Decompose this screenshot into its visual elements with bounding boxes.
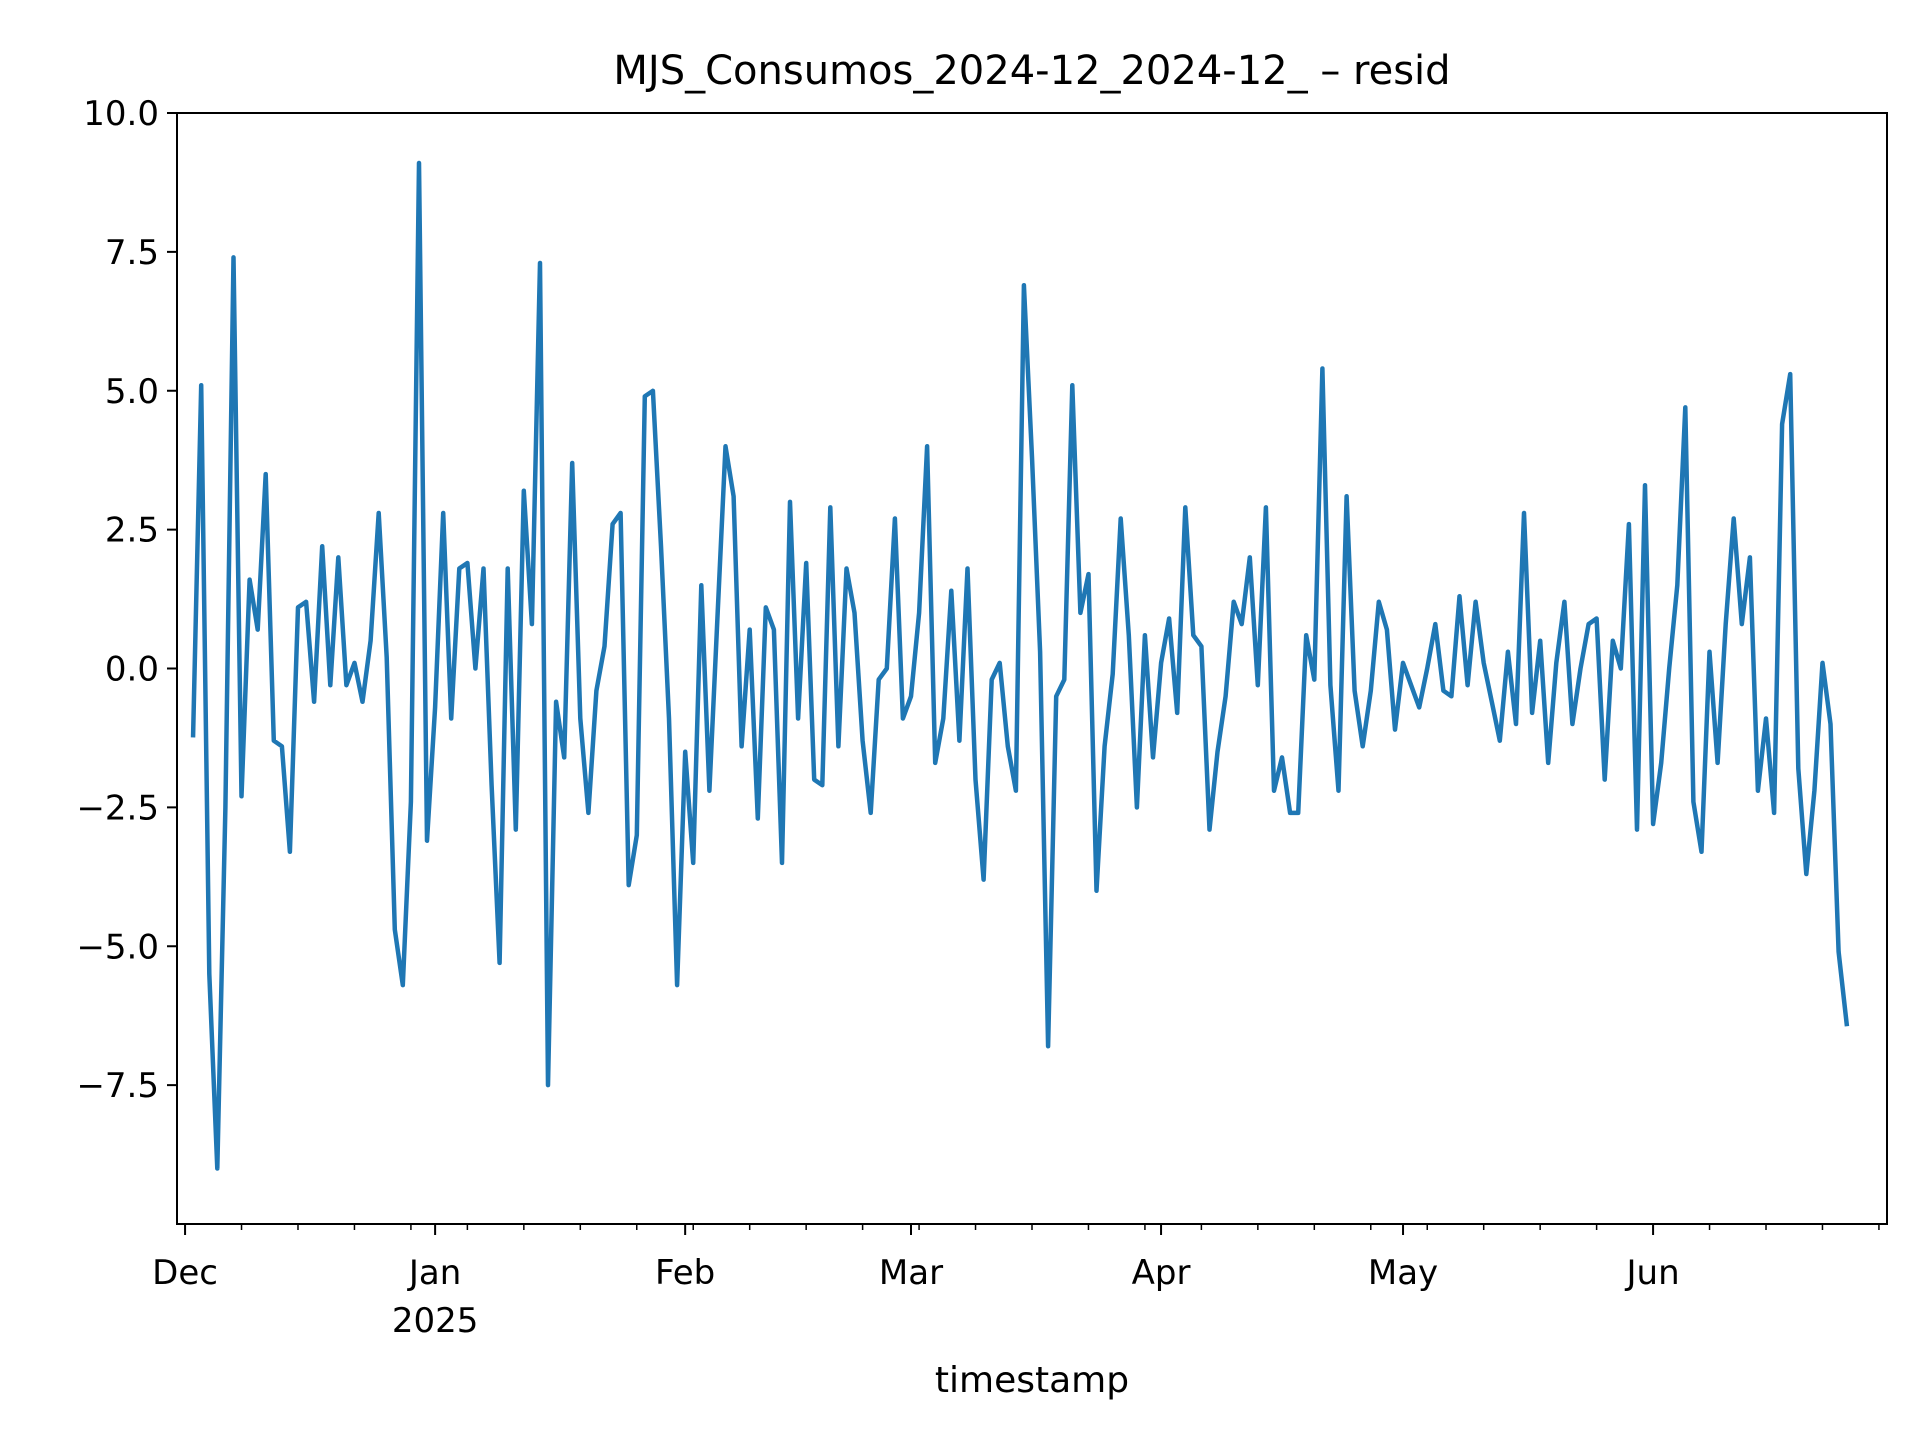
x-tick-label: Jun [1625, 1253, 1680, 1293]
x-tick-label: Mar [879, 1253, 943, 1293]
x-axis: Dec Jan 2025 Feb Mar Apr May Jun [152, 1224, 1880, 1341]
y-tick-label: 10.0 [83, 94, 159, 134]
y-tick-label: −5.0 [76, 927, 159, 967]
y-tick-label: 7.5 [105, 233, 159, 273]
y-tick-label: −2.5 [76, 788, 159, 828]
series-line-resid [190, 160, 1850, 1171]
x-tick-label: Dec [152, 1253, 218, 1293]
x-tick-sublabel: 2025 [392, 1301, 479, 1341]
y-axis: 10.0 7.5 5.0 2.5 0.0 −2.5 −5.0 −7.5 [76, 94, 177, 1106]
x-tick-label: Jan [407, 1253, 461, 1293]
y-tick-label: 2.5 [105, 511, 159, 551]
chart-title: MJS_Consumos_2024-12_2024-12_ – resid [613, 48, 1450, 94]
x-tick-label: Apr [1132, 1253, 1191, 1293]
y-tick-label: 5.0 [105, 372, 159, 412]
y-tick-label: 0.0 [105, 650, 159, 690]
x-tick-label: Feb [655, 1253, 715, 1293]
x-tick-label: May [1368, 1253, 1438, 1293]
x-axis-label: timestamp [935, 1360, 1129, 1401]
plot-area [190, 160, 1850, 1171]
axes-frame [176, 112, 1888, 1225]
y-tick-label: −7.5 [76, 1066, 159, 1106]
